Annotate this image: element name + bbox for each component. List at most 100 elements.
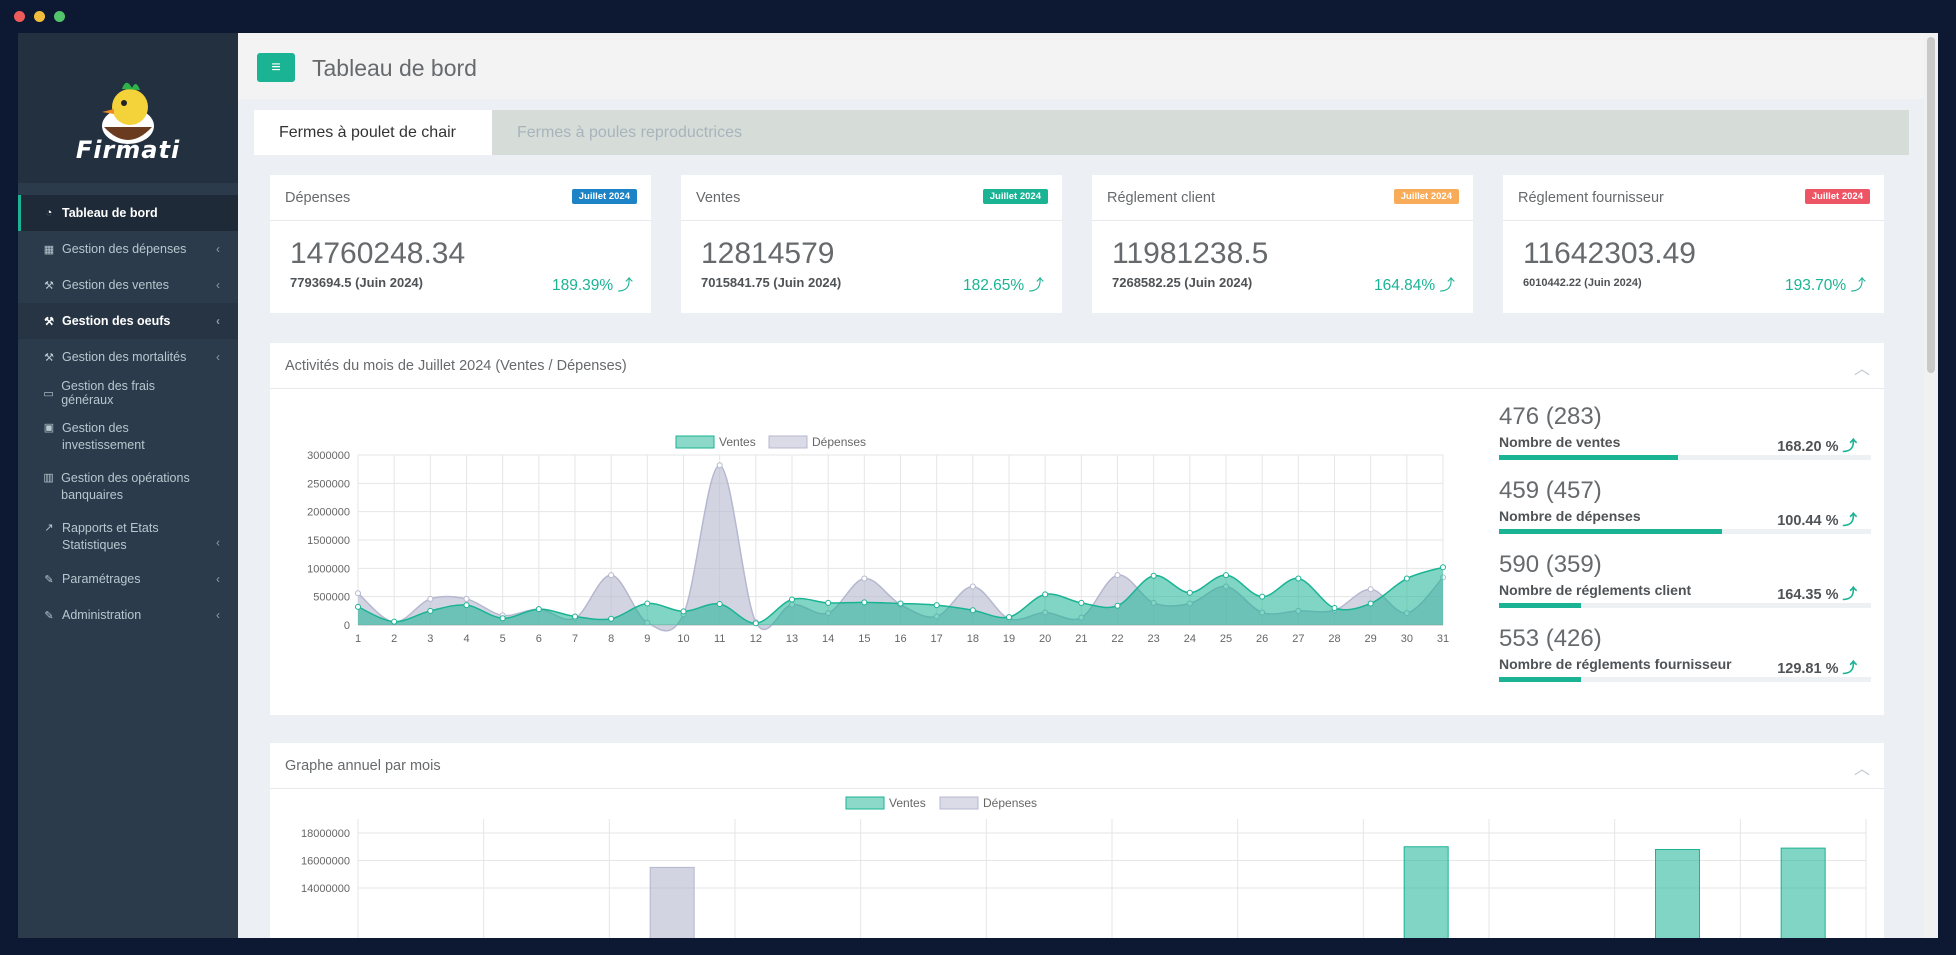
annual-bar-chart: Ventes Dépenses 14000000 16000000 18000000 [301,796,1867,938]
stat-ventes: 476 (283) Nombre de ventes 168.20 % ⤴ [1499,403,1871,460]
scrollbar-thumb[interactable] [1927,37,1935,373]
sidebar-item-label: Tableau de bord [62,206,158,220]
x-tick-label: 15 [858,633,870,645]
chevron-up-icon[interactable]: ︿ [1853,761,1870,778]
x-tick-label: 10 [677,633,689,645]
period-badge: Juillet 2024 [1393,189,1459,204]
kpi-percent: 182.65% ⤴ [962,277,1044,294]
bar-ventes [1780,847,1826,938]
data-point [1440,564,1446,571]
menu-toggle-button[interactable]: ≡ [257,53,295,82]
progress-bar [1499,455,1871,460]
panel-title: Graphe annuel par mois [285,758,441,774]
sidebar-item-frais-generaux[interactable]: ▭ Gestion des frais généraux [18,375,238,411]
data-point [716,601,723,608]
x-tick-label: 18 [967,633,979,645]
scrollbar[interactable] [1924,33,1938,938]
tab-poulet-de-chair[interactable]: Fermes à poulet de chair [254,110,492,155]
stat-label: Nombre de ventes [1499,434,1621,450]
topbar: ≡ Tableau de bord [238,33,1938,99]
y-tick-label: 18000000 [301,828,350,840]
x-tick-label: 30 [1401,633,1413,645]
data-point [969,583,976,590]
data-point [1367,586,1374,593]
activity-area-chart: 0 500000 1000000 1500000 2000000 2500000 30000… [307,435,1449,645]
legend-swatch [845,796,885,810]
data-point [427,607,434,614]
stat-percent: 129.81 % ⤴ [1777,661,1857,677]
y-tick-label: 1500000 [307,535,350,547]
x-tick-label: 19 [1003,633,1015,645]
kpi-value: 11981238.5 [1112,237,1269,270]
logo[interactable]: Firmati [18,33,238,183]
kpi-card-reglement-fournisseur: Réglement fournisseur Juillet 2024 116423… [1503,175,1884,313]
data-point [608,615,615,622]
level-up-icon: ⤴ [1842,439,1858,455]
bar-dépenses [649,866,695,938]
close-window-button[interactable] [14,11,25,22]
progress-bar [1499,677,1871,682]
level-up-icon: ⤴ [1439,277,1455,294]
calculator-icon: ▦ [43,243,55,256]
kpi-percent: 189.39% ⤴ [551,277,633,294]
sidebar-item-label: Gestion des frais généraux [61,379,155,407]
level-up-icon: ⤴ [1842,587,1858,603]
stat-percent: 164.35 % ⤴ [1777,587,1858,603]
tab-poules-reproductrices[interactable]: Fermes à poules reproductrices [517,124,742,141]
line-chart-icon: ↗ [44,522,54,534]
x-tick-label: 12 [750,633,762,645]
sidebar-item-oeufs[interactable]: ⚒ Gestion des oeufs ‹ [18,303,238,339]
stat-percent: 100.44 % ⤴ [1777,513,1857,529]
chevron-up-icon[interactable]: ︿ [1853,361,1870,378]
kpi-card-ventes: Ventes Juillet 2024 12814579 7015841.75 (… [681,175,1062,313]
sidebar-item-operations-banquaires[interactable]: ▥ Gestion des opérations banquaires [18,461,238,511]
kpi-percent: 164.84% ⤴ [1373,277,1455,294]
chevron-left-icon: ‹ [216,314,220,328]
sidebar-item-administration[interactable]: ✎ Administration ‹ [18,597,238,633]
sidebar: Firmati ◔ Tableau de bord ▦ Gestion des … [18,33,238,938]
sidebar-item-tableau-de-bord[interactable]: ◔ Tableau de bord [18,195,238,231]
data-point [1223,572,1229,579]
x-tick-label: 31 [1437,633,1449,645]
data-point [499,615,506,622]
kpi-title: Réglement client [1107,190,1215,206]
sidebar-item-label: Rapports et Etats Statistiques [62,521,159,552]
x-tick-label: 6 [536,633,542,645]
sidebar-item-parametrages[interactable]: ✎ Paramétrages ‹ [18,561,238,597]
x-tick-label: 7 [572,633,578,645]
minimize-window-button[interactable] [34,11,45,22]
sidebar-item-ventes[interactable]: ⚒ Gestion des ventes ‹ [18,267,238,303]
stat-label: Nombre de dépenses [1499,508,1641,524]
x-tick-label: 16 [894,633,906,645]
stat-label: Nombre de réglements fournisseur [1499,656,1732,672]
data-point [861,575,868,582]
x-tick-label: 29 [1365,633,1377,645]
sidebar-item-rapports[interactable]: ↗ Rapports et Etats Statistiques ‹ [18,511,238,561]
legend-label: Ventes [889,796,926,810]
bank-icon: ▥ [43,472,54,484]
kpi-previous: 7015841.75 (Juin 2024) [701,275,842,290]
x-tick-label: 23 [1148,633,1160,645]
kpi-title: Réglement fournisseur [1518,190,1664,206]
sidebar-item-depenses[interactable]: ▦ Gestion des dépenses ‹ [18,231,238,267]
sidebar-item-investissement[interactable]: ▣ Gestion des investissement [18,411,238,461]
gavel-icon: ⚒ [44,279,54,292]
sidebar-item-label: Gestion des investissement [62,421,145,452]
data-point [789,596,795,603]
maximize-window-button[interactable] [54,11,65,22]
sidebar-item-label: Gestion des ventes [62,278,170,292]
data-point [897,600,904,607]
stat-depenses: 459 (457) Nombre de dépenses 100.44 % ⤴ [1499,477,1871,534]
progress-fill [1499,677,1581,682]
data-point [1259,593,1266,600]
sidebar-item-mortalites[interactable]: ⚒ Gestion des mortalités ‹ [18,339,238,375]
stat-label: Nombre de réglements client [1499,582,1692,598]
sidebar-item-label: Gestion des dépenses [62,242,187,256]
sidebar-item-label: Gestion des opérations banquaires [61,471,190,502]
page-title: Tableau de bord [312,55,477,81]
x-tick-label: 4 [463,633,469,645]
x-tick-label: 25 [1220,633,1232,645]
kpi-card-depenses: Dépenses Juillet 2024 14760248.34 7793694… [270,175,651,313]
data-point [752,620,759,627]
progress-fill [1499,603,1581,608]
